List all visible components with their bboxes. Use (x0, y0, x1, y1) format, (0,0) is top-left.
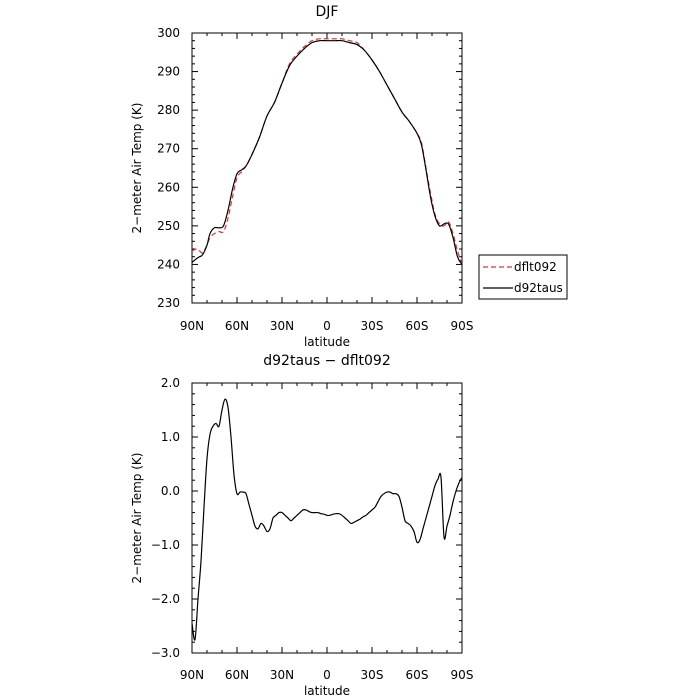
chart-bottom: d92taus − dflt092 90N 60N 30N 0 30S 60S 90S −3.… (130, 353, 473, 698)
top-series-line-d92taus (191, 39, 463, 265)
chart-top-plot: 90N 60N 30N 0 30S 60S 90S 230 240 250 260 270 280 290… (157, 26, 473, 333)
top-x-tick-label: 30S (361, 319, 384, 333)
chart-top-xlabel: latitude (304, 335, 350, 349)
bottom-y-tick-label: −3.0 (151, 646, 180, 660)
chart-bottom-plot: 90N 60N 30N 0 30S 60S 90S −3.0 −2.0 −1.0 0.0 1.0 2.0 (151, 376, 474, 682)
bottom-y-tick-label: −2.0 (151, 592, 180, 606)
bottom-x-tick-label: 90N (180, 668, 204, 682)
top-y-tick-label: 230 (157, 296, 180, 310)
top-y-tick-label: 280 (157, 103, 180, 117)
top-y-tick-label: 250 (157, 219, 180, 233)
top-y-tick-label: 270 (157, 142, 180, 156)
bottom-y-tick-label: 0.0 (161, 484, 180, 498)
bottom-x-tick-label: 90S (451, 668, 474, 682)
top-x-tick-label: 60N (225, 319, 249, 333)
legend-box (478, 254, 568, 300)
top-y-tick-label: 290 (157, 65, 180, 79)
top-y-tick-label: 260 (157, 180, 180, 194)
chart-bottom-xlabel: latitude (304, 684, 350, 698)
bottom-x-tick-label: 30S (361, 668, 384, 682)
bottom-x-tick-label: 0 (323, 668, 331, 682)
bottom-y-tick-label: −1.0 (151, 538, 180, 552)
bottom-y-tick-label: 1.0 (161, 430, 180, 444)
top-x-tick-label: 0 (323, 319, 331, 333)
bottom-x-tick-label: 60S (406, 668, 429, 682)
chart-top-legend: dflt092 d92taus (478, 254, 568, 300)
top-x-tick-label: 90S (451, 319, 474, 333)
chart-bottom-title: d92taus − dflt092 (263, 353, 390, 369)
top-x-tick-label: 90N (180, 319, 204, 333)
top-x-tick-label: 60S (406, 319, 429, 333)
bottom-x-tick-label: 60N (225, 668, 249, 682)
chart-top-title: DJF (316, 4, 339, 20)
top-series-line-dflt092 (191, 38, 463, 265)
legend-label-d92taus: d92taus (514, 281, 563, 295)
bottom-series-line-series-0 (191, 398, 463, 641)
legend-label-dflt092: dflt092 (514, 260, 557, 274)
chart-top: DJF 90N 60N 30N 0 30S 60S 90S 230 240 250 260 270 28… (130, 4, 568, 349)
bottom-plot-frame (191, 382, 463, 654)
chart-top-ylabel: 2−meter Air Temp (K) (130, 103, 144, 234)
chart-bottom-ylabel: 2−meter Air Temp (K) (130, 453, 144, 584)
top-x-tick-label: 30N (270, 319, 294, 333)
top-y-tick-label: 300 (157, 26, 180, 40)
top-y-tick-label: 240 (157, 257, 180, 271)
bottom-x-tick-label: 30N (270, 668, 294, 682)
bottom-y-tick-label: 2.0 (161, 376, 180, 390)
top-plot-frame (191, 32, 463, 304)
